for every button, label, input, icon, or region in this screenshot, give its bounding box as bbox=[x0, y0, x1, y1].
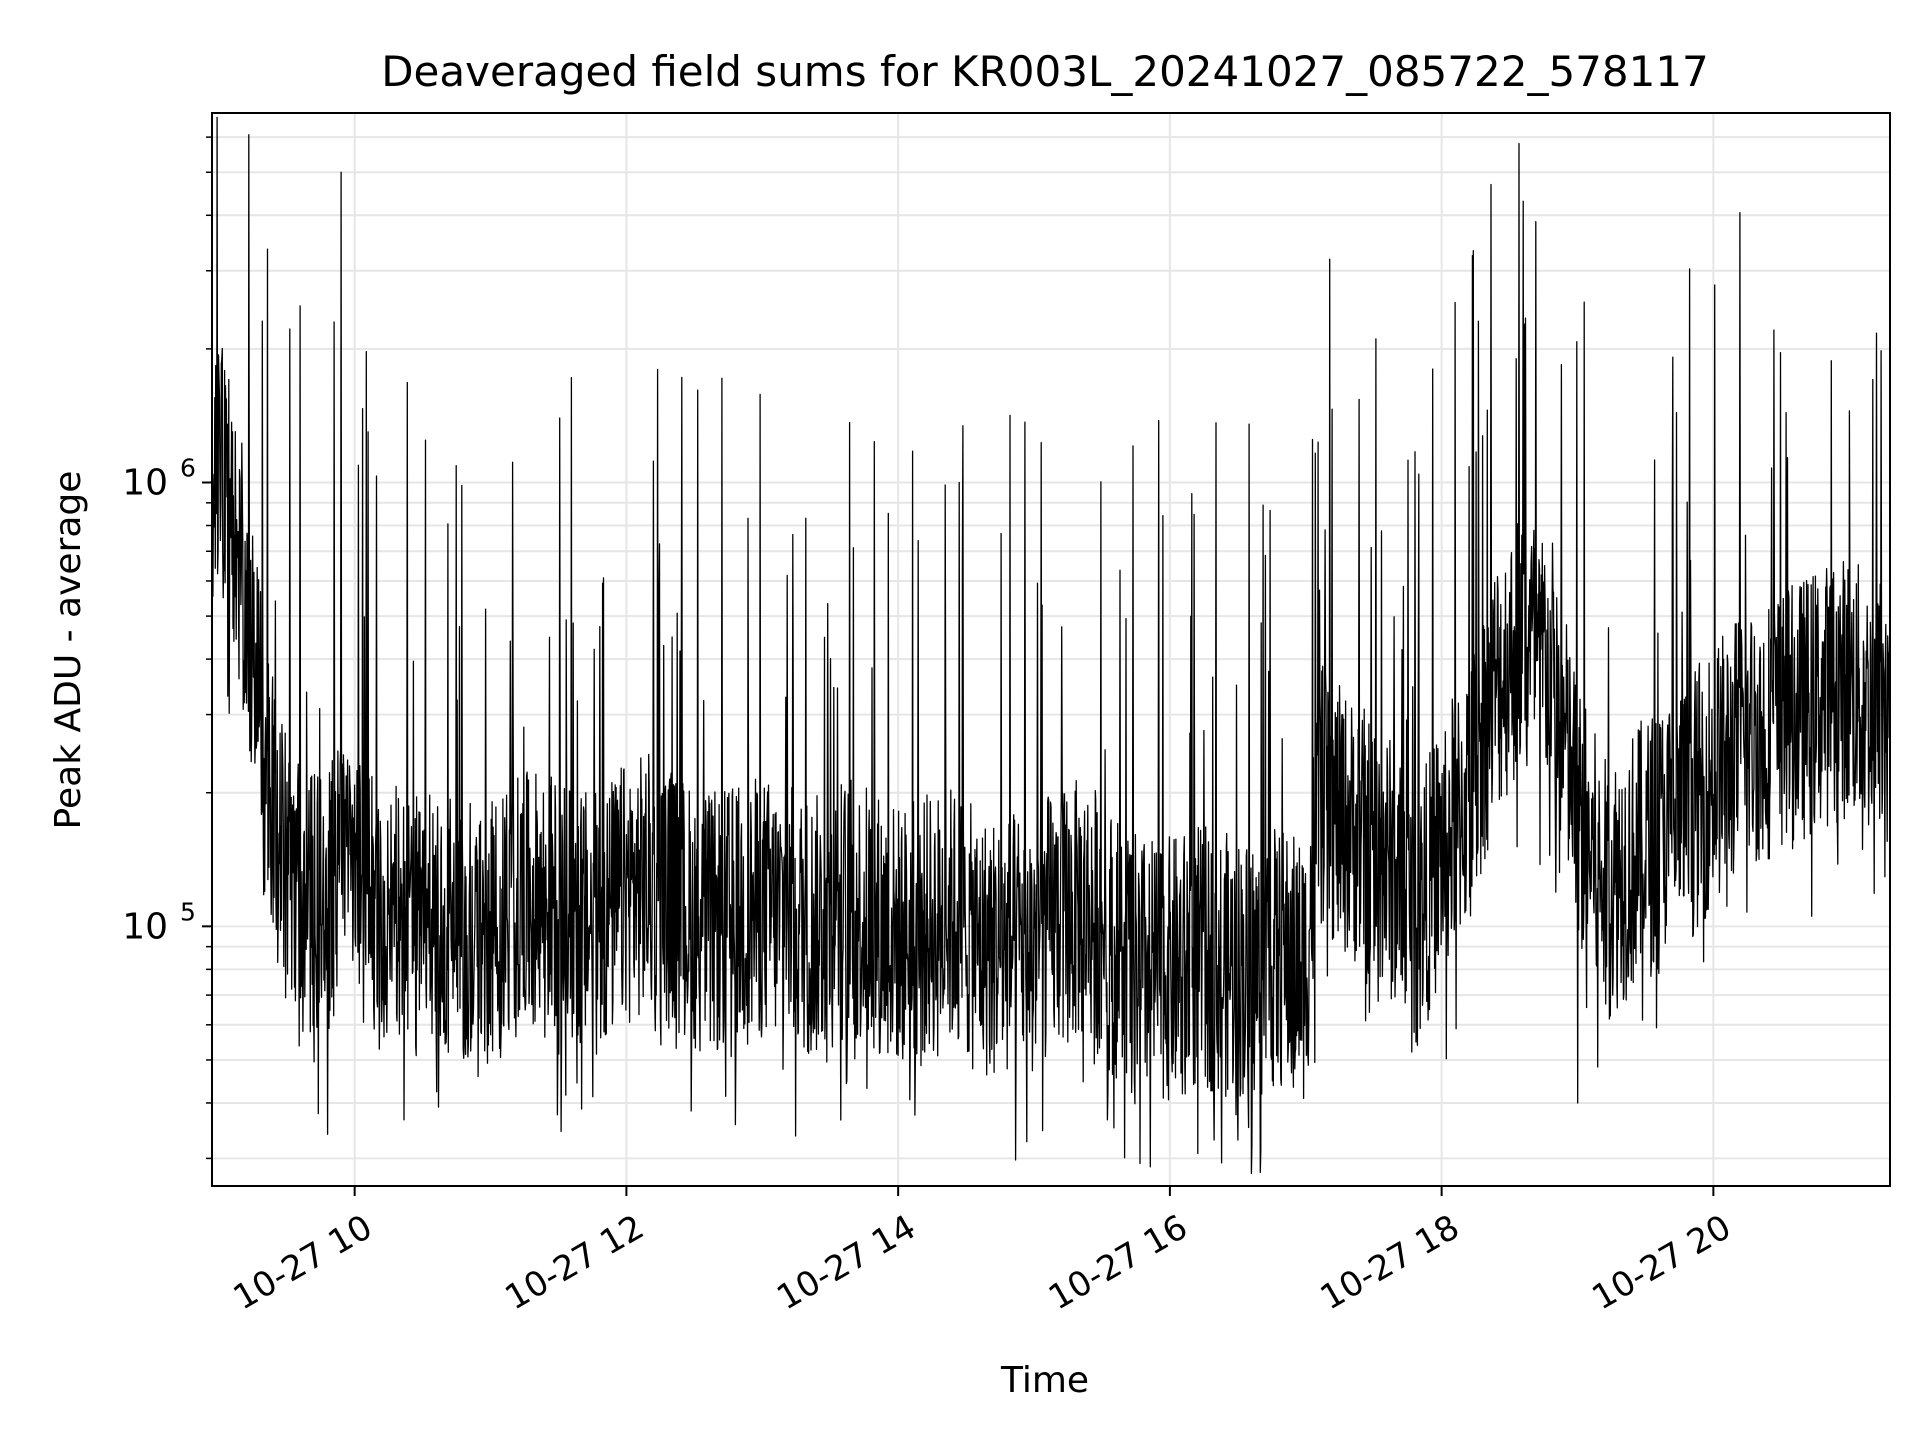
series-path bbox=[211, 116, 1891, 1174]
series-line bbox=[211, 116, 1891, 1174]
plot-frame bbox=[211, 112, 1891, 1187]
y-tick-label: 10 bbox=[122, 906, 168, 947]
grid bbox=[212, 113, 1890, 1186]
y-tick-label-exponent: 6 bbox=[180, 454, 196, 483]
chart-title: Deaveraged field sums for KR003L_2024102… bbox=[381, 47, 1709, 96]
y-tick-label-exponent: 5 bbox=[180, 897, 196, 926]
y-axis-label: Peak ADU - average bbox=[48, 471, 89, 830]
x-axis-label: Time bbox=[1000, 1360, 1089, 1401]
y-tick-label: 10 bbox=[122, 463, 168, 504]
